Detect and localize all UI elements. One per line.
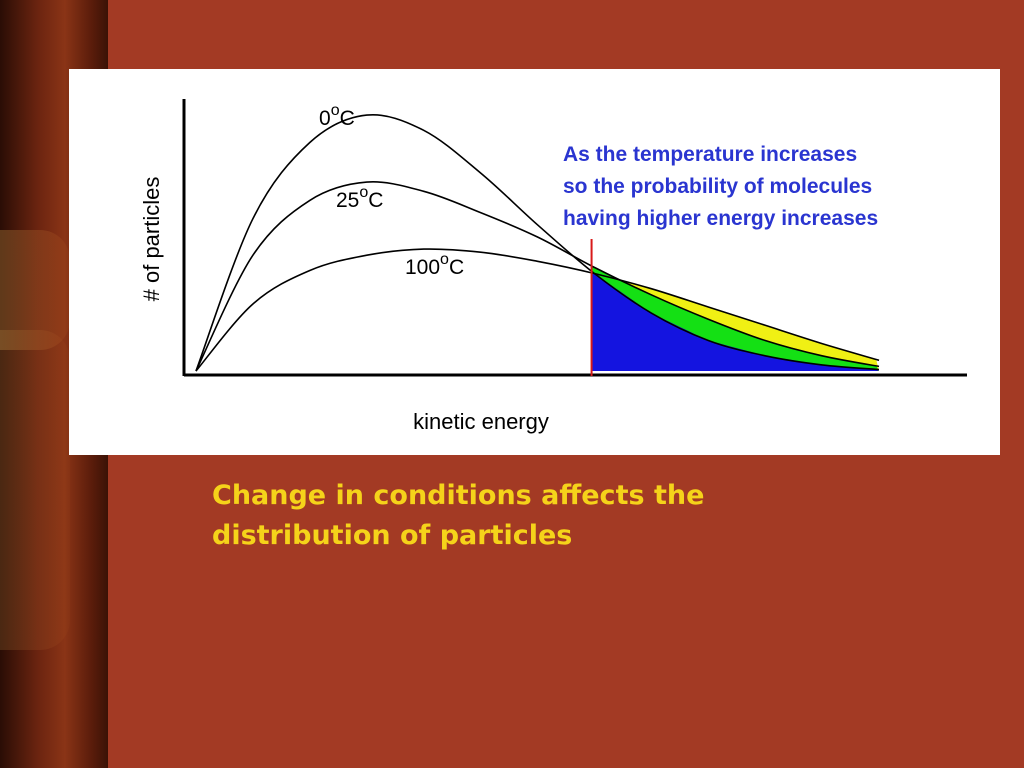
- curve-100c: [195, 248, 880, 372]
- caption-line-2: distribution of particles: [212, 520, 573, 551]
- y-axis-label: # of particles: [139, 177, 164, 302]
- label-25c: 25oC: [336, 184, 383, 212]
- slide-caption: Change in conditions affects the distrib…: [212, 476, 912, 556]
- chart-panel: 0oC 25oC 100oC # of particles kinetic en…: [69, 69, 1000, 455]
- annotation-line-2: so the probability of molecules: [563, 175, 872, 198]
- label-0c: 0oC: [319, 102, 355, 130]
- x-axis-label: kinetic energy: [413, 409, 549, 434]
- curve-25c: [195, 181, 880, 372]
- fill-area-0: [591, 271, 879, 371]
- glass-decoration: [0, 230, 70, 350]
- curve-0c: [195, 113, 880, 372]
- energy-distribution-chart: 0oC 25oC 100oC # of particles kinetic en…: [139, 99, 967, 434]
- caption-line-1: Change in conditions affects the: [212, 480, 705, 511]
- label-100c: 100oC: [405, 251, 464, 279]
- glass-decoration: [0, 330, 70, 650]
- annotation-line-3: having higher energy increases: [563, 207, 878, 230]
- annotation-line-1: As the temperature increases: [563, 143, 857, 166]
